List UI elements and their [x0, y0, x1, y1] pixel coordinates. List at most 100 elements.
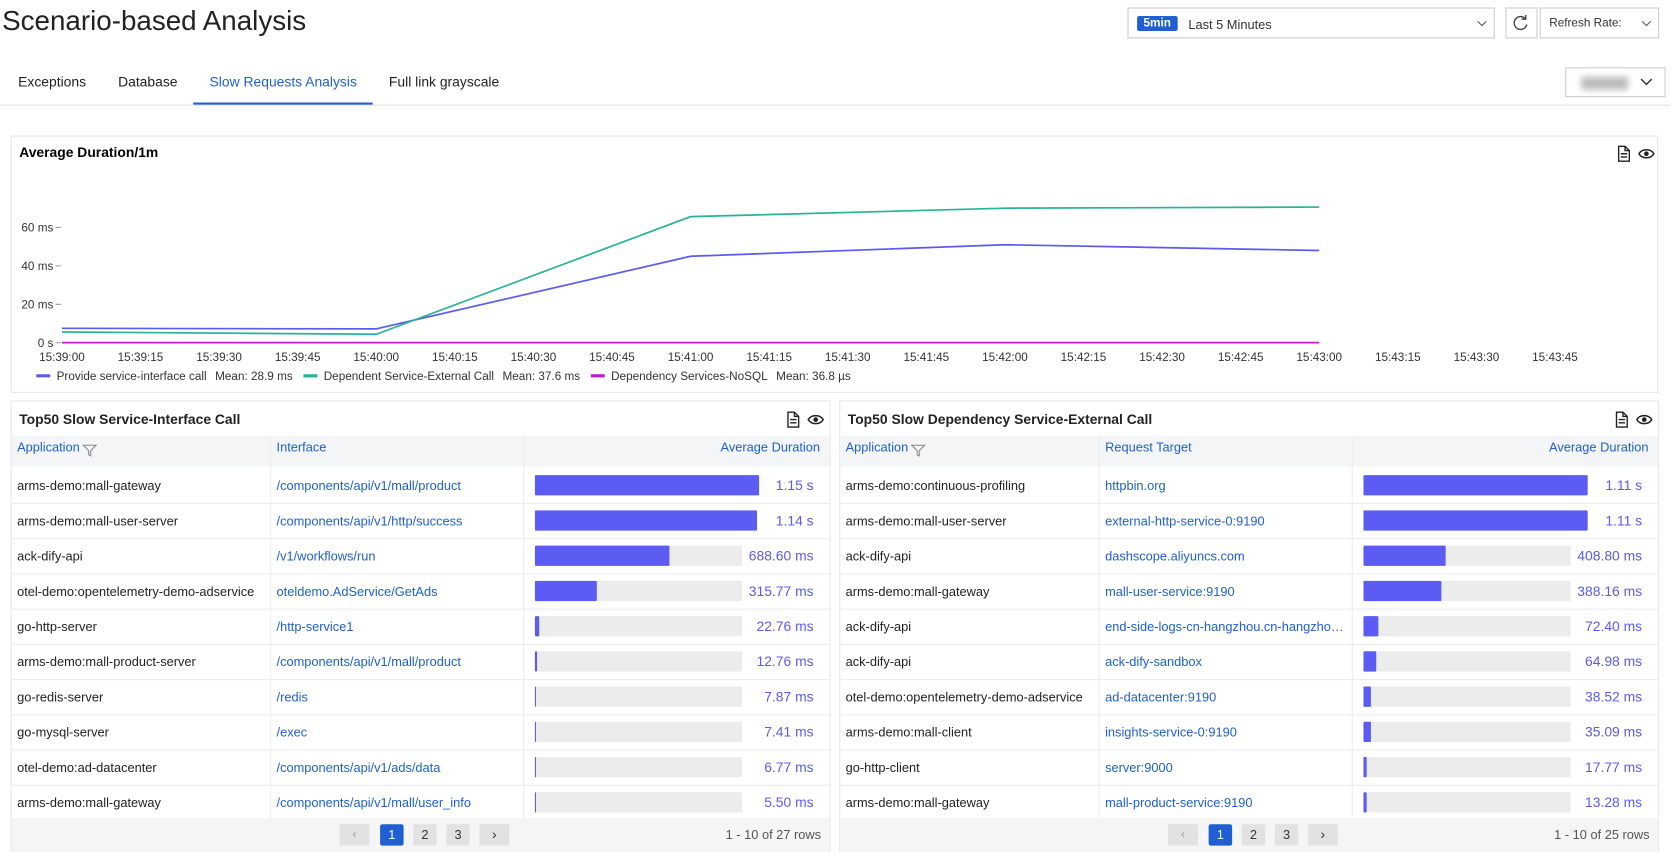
duration-label: 13.28 ms — [1580, 794, 1643, 811]
table-row: arms-demo:mall-user-server/components/ap… — [11, 503, 830, 540]
column-divider — [270, 435, 272, 820]
tab[interactable]: Exceptions — [18, 73, 87, 90]
bar — [1363, 510, 1588, 531]
target[interactable]: mall-user-service:9190 — [1105, 584, 1235, 599]
duration-label: 72.40 ms — [1580, 618, 1643, 635]
duration-label: 1.11 s — [1601, 512, 1643, 529]
legend-label: Dependent Service-External Call — [324, 370, 494, 383]
x-tick-label: 15:42:45 — [1218, 351, 1264, 364]
filter-shape — [82, 444, 98, 457]
x-tick-label: 15:43:30 — [1454, 351, 1500, 364]
export-icon — [1615, 411, 1628, 428]
target[interactable]: dashscope.aliyuncs.com — [1105, 548, 1245, 564]
page-button[interactable]: 2 — [1241, 824, 1266, 846]
filter-shape — [910, 444, 926, 457]
target[interactable]: /components/api/v1/mall/user_info — [276, 795, 471, 811]
application: go-http-server — [17, 619, 97, 635]
target[interactable]: ad-datacenter:9190 — [1105, 689, 1217, 705]
column-header[interactable]: Application — [845, 439, 909, 455]
page-button[interactable]: 1 — [1208, 824, 1233, 846]
target[interactable]: /exec — [276, 724, 308, 740]
prev-page: ‹ — [1168, 824, 1198, 846]
refresh-button[interactable] — [1505, 7, 1538, 39]
tab-underline — [193, 102, 373, 105]
target[interactable]: external-http-service-0:9190 — [1105, 513, 1265, 529]
column-header[interactable]: Average Duration — [1549, 439, 1649, 455]
table-row: go-mysql-server/exec 7.41 ms — [11, 714, 830, 751]
target[interactable]: /http-service1 — [276, 619, 354, 635]
table-row: arms-demo:mall-gateway/components/api/v1… — [11, 468, 830, 504]
panel-icons — [1615, 411, 1653, 428]
duration-label: 7.41 ms — [759, 723, 814, 740]
column-header[interactable]: Average Duration — [720, 439, 820, 455]
application: arms-demo:mall-gateway — [845, 795, 990, 811]
application: otel-demo:ad-datacenter — [17, 760, 157, 776]
column-header[interactable]: Application — [17, 439, 80, 455]
application: arms-demo:mall-user-server — [845, 513, 1007, 529]
target[interactable]: /v1/workflows/run — [276, 548, 376, 564]
page-button[interactable]: 2 — [413, 824, 437, 846]
bar — [534, 545, 670, 566]
page-button[interactable]: 3 — [1274, 824, 1299, 846]
target[interactable]: oteldemo.AdService/GetAds — [276, 584, 438, 599]
chart-panel: Average Duration/1m 0 s 20 ms 40 ms 60 ms 15:… — [10, 135, 1659, 393]
target[interactable]: /components/api/v1/mall/product — [276, 654, 461, 670]
column-header[interactable]: Request Target — [1105, 439, 1192, 455]
table-row: arms-demo:mall-gateway mall-user-service:… — [840, 573, 1659, 610]
bar-track — [1363, 651, 1571, 672]
bar — [534, 721, 537, 743]
selector[interactable] — [1565, 67, 1666, 98]
panel-icons — [787, 411, 825, 428]
table-row: go-redis-server/redis 7.87 ms — [11, 679, 830, 716]
bar-track — [534, 616, 743, 637]
target[interactable]: ack-dify-sandbox — [1105, 654, 1202, 670]
duration-label: 1.11 s — [1601, 477, 1643, 494]
column-header[interactable]: Interface — [276, 439, 327, 455]
chevron — [1477, 20, 1487, 27]
chevron — [1641, 20, 1652, 27]
x-tick-label: 15:40:00 — [353, 351, 399, 364]
time-picker[interactable]: 5min Last 5 Minutes — [1127, 7, 1495, 39]
table-row: otel-demo:opentelemetry-demo-adservice ot… — [11, 573, 830, 610]
target[interactable]: /components/api/v1/mall/product — [276, 478, 461, 494]
duration-label: 17.77 ms — [1580, 759, 1643, 776]
target[interactable]: end-side-logs-cn-hangzhou.cn-hangzhou-in… — [1105, 619, 1349, 635]
application: arms-demo:mall-gateway — [845, 584, 990, 599]
x-tick-label: 15:40:45 — [589, 351, 635, 364]
target[interactable]: insights-service-0:9190 — [1105, 724, 1237, 740]
duration-label: 22.76 ms — [752, 618, 814, 635]
next-page: › — [1307, 824, 1338, 846]
x-tick-label: 15:41:30 — [825, 351, 871, 364]
bar — [1363, 792, 1367, 813]
target[interactable]: /redis — [276, 689, 308, 705]
bar — [1363, 475, 1588, 496]
target[interactable]: /components/api/v1/http/success — [276, 513, 463, 529]
table-title: Top50 Slow Service-Interface Call — [19, 411, 241, 428]
table-row: arms-demo:continuous-profiling httpbin.or… — [840, 468, 1659, 504]
tab[interactable]: Full link grayscale — [388, 73, 500, 90]
page-button[interactable]: 1 — [380, 824, 404, 846]
bar — [534, 510, 758, 531]
view-icon — [1638, 149, 1655, 159]
page-title: Scenario-based Analysis — [2, 4, 307, 37]
page-button[interactable]: 3 — [446, 824, 470, 846]
target[interactable]: /components/api/v1/ads/data — [276, 760, 441, 776]
refresh-rate[interactable]: Refresh Rate: — [1539, 7, 1660, 39]
table-row: arms-demo:mall-gateway/components/api/v1… — [11, 785, 830, 822]
duration-label: 5.50 ms — [759, 794, 814, 811]
panel-icons — [1617, 145, 1655, 162]
pagination: ‹ 1 2 3 › 1 - 10 of 25 rows — [840, 817, 1659, 853]
duration-label: 38.52 ms — [1580, 688, 1643, 705]
table-row: otel-demo:ad-datacenter/components/api/v… — [11, 750, 830, 786]
tab[interactable]: Database — [118, 73, 178, 90]
tab[interactable]: Slow Requests Analysis — [209, 73, 357, 90]
x-tick-label: 15:39:15 — [118, 351, 164, 364]
duration-label: 315.77 ms — [744, 582, 814, 599]
legend-mean: Mean: 37.6 ms — [503, 370, 581, 383]
legend-mean: Mean: 36.8 µs — [776, 370, 851, 383]
x-tick-label: 15:39:30 — [196, 351, 242, 364]
target[interactable]: httpbin.org — [1105, 478, 1166, 494]
target[interactable]: mall-product-service:9190 — [1105, 795, 1253, 811]
target[interactable]: server:9000 — [1105, 760, 1173, 776]
bar-track — [1363, 686, 1571, 707]
